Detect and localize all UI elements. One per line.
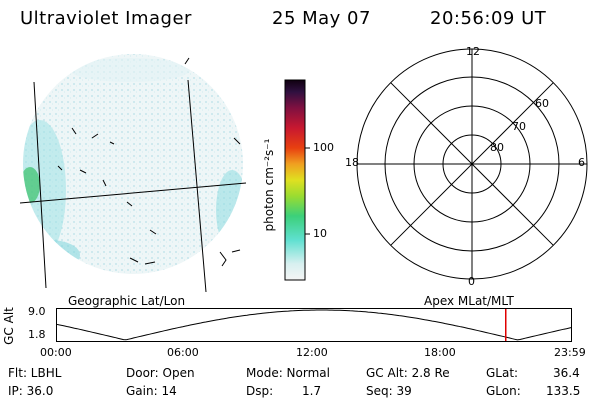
colorbar — [284, 79, 310, 281]
timeline-xtick-1800: 18:00 — [424, 346, 456, 359]
colorbar-gradient — [284, 79, 306, 281]
lat-label-80: 80 — [490, 141, 504, 154]
date-label: 25 May 07 — [272, 8, 371, 29]
status-gain: Gain: 14 — [126, 384, 177, 398]
timeline-xtick-1200: 12:00 — [296, 346, 328, 359]
timeline-xtick-2359: 23:59 — [554, 346, 586, 359]
status-dsp-value: 1.7 — [302, 384, 322, 398]
status-ip: IP: 36.0 — [8, 384, 54, 398]
status-glat-value: 36.4 — [553, 366, 580, 380]
timeline-plot — [56, 308, 572, 342]
geographic-label: Geographic Lat/Lon — [68, 294, 186, 308]
geographic-grid — [19, 79, 247, 292]
colorbar-tick-10: 10 — [313, 227, 327, 240]
mlt-label-6: 6 — [578, 156, 585, 169]
timeline-ylabel: GC Alt — [2, 307, 16, 345]
status-dsp-label: Dsp: — [246, 384, 274, 398]
status-door: Door: Open — [126, 366, 195, 380]
orbit-altitude-curve — [56, 309, 572, 341]
mlt-label-18: 18 — [345, 156, 359, 169]
timeline-xtick-0600: 06:00 — [167, 346, 199, 359]
coastline-fragments — [57, 57, 241, 267]
polar-grid — [356, 48, 588, 280]
instrument-title: Ultraviolet Imager — [20, 8, 192, 29]
lat-label-70: 70 — [512, 120, 526, 133]
globe-disc — [23, 54, 243, 274]
timeline-xtick-0000: 00:00 — [40, 346, 72, 359]
status-glon-value: 133.5 — [546, 384, 581, 398]
mlt-label-12: 12 — [466, 45, 480, 58]
timeline-ytick-max: 9.0 — [28, 305, 46, 318]
timeline-frame — [56, 308, 572, 342]
apex-label: Apex MLat/MLT — [424, 294, 514, 308]
colorbar-tick-100: 100 — [313, 141, 334, 154]
status-gc-alt: GC Alt: 2.8 Re — [366, 366, 450, 380]
colorbar-ticks — [305, 147, 310, 235]
status-glon-label: GLon: — [486, 384, 521, 398]
colorbar-label: photon cm⁻²s⁻¹ — [262, 138, 276, 232]
lat-label-60: 60 — [535, 97, 549, 110]
globe-image — [19, 54, 247, 292]
status-filter: Flt: LBHL — [8, 366, 62, 380]
mlt-label-0: 0 — [468, 275, 475, 288]
status-seq: Seq: 39 — [366, 384, 412, 398]
timeline-ytick-min: 1.8 — [28, 328, 46, 341]
time-label: 20:56:09 UT — [430, 8, 547, 29]
status-glat-label: GLat: — [486, 366, 519, 380]
status-mode: Mode: Normal — [246, 366, 330, 380]
polar-dial — [356, 48, 588, 280]
